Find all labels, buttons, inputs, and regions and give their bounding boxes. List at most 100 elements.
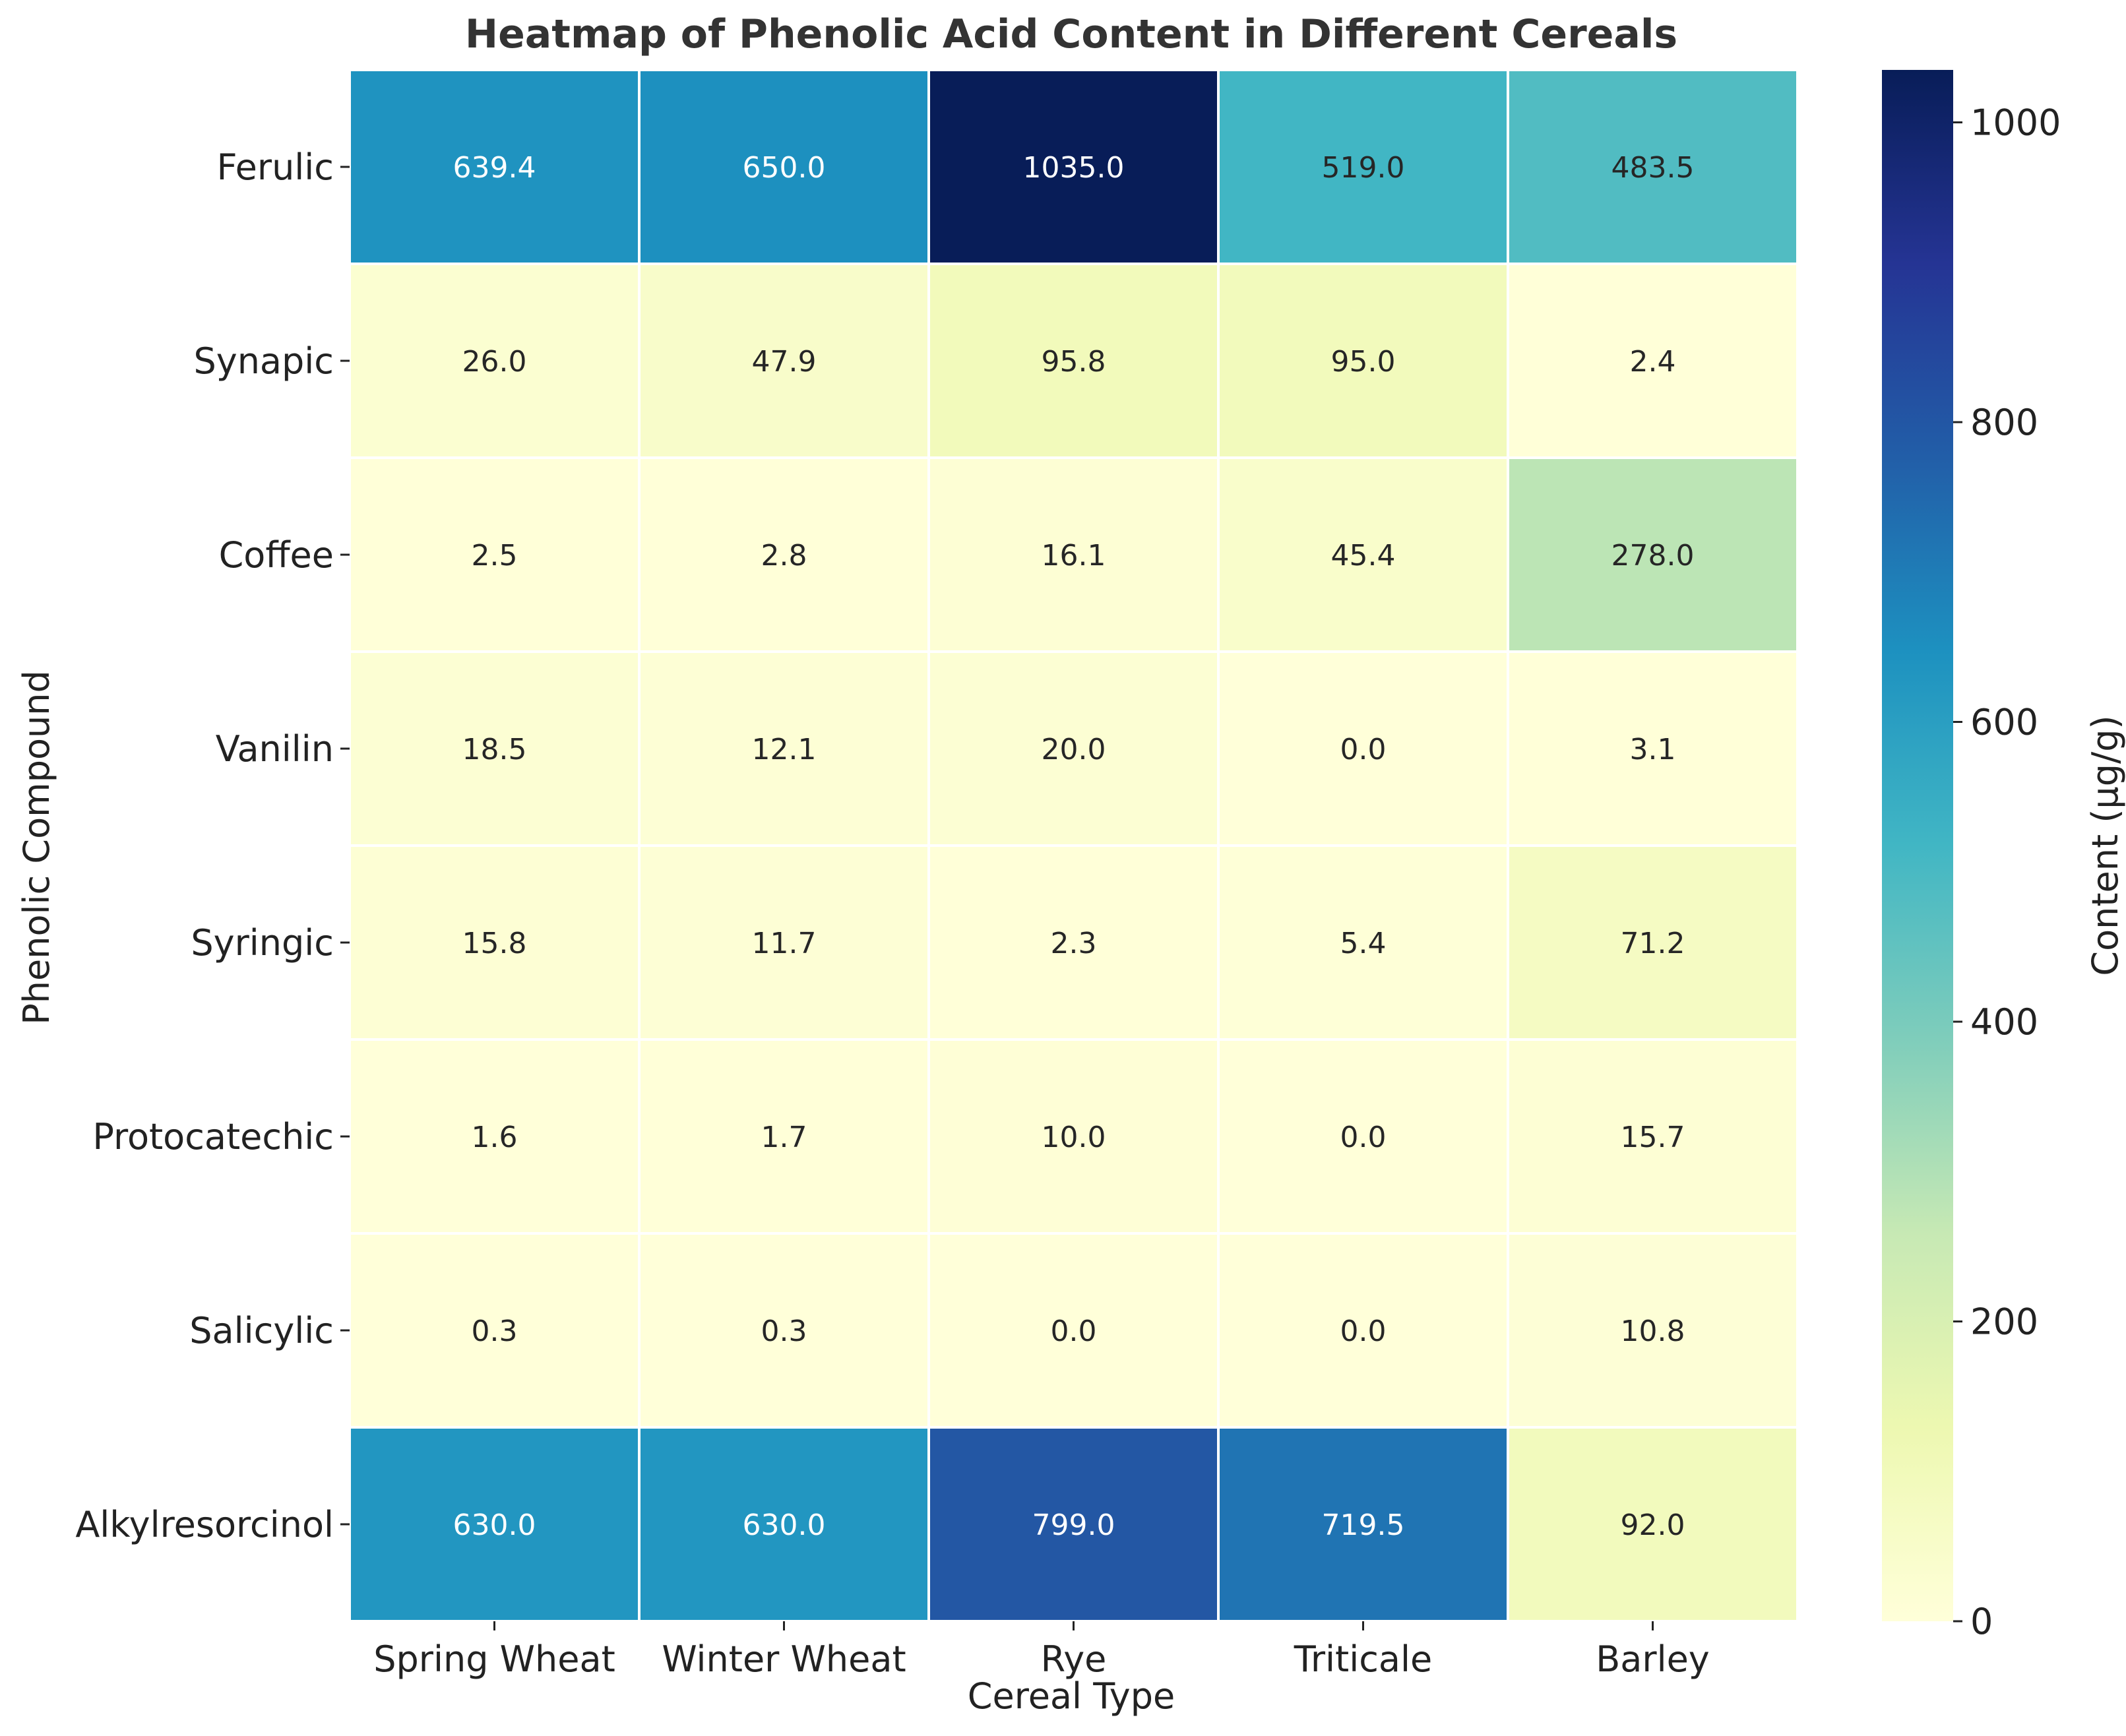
column-label-rye: Rye xyxy=(1041,1638,1107,1680)
heatmap-cell-vanilin-triticale xyxy=(1217,650,1509,847)
cell-value-label: 1035.0 xyxy=(1023,151,1125,185)
cell-value-label: 3.1 xyxy=(1630,733,1676,766)
heatmap-cell-coffee-triticale xyxy=(1217,456,1509,653)
cell-value-label: 0.3 xyxy=(472,1315,518,1348)
chart-title: Heatmap of Phenolic Acid Content in Diff… xyxy=(465,11,1677,57)
cell-value-label: 2.8 xyxy=(761,539,807,573)
colorbar: 0 200 400 600 800 1000 Content (μg/g) xyxy=(1882,70,2126,1642)
heatmap-cell-ferulic-triticale xyxy=(1217,69,1509,265)
heatmap-cell-ferulic-spring-wheat xyxy=(348,69,641,265)
cell-value-label: 10.8 xyxy=(1621,1315,1685,1348)
cell-value-label: 2.4 xyxy=(1630,345,1676,379)
column-label-winter-wheat: Winter Wheat xyxy=(662,1638,906,1680)
cell-value-label: 483.5 xyxy=(1611,151,1695,185)
heatmap-cell-synapic-barley xyxy=(1507,263,1799,459)
cell-value-label: 45.4 xyxy=(1331,539,1396,573)
heatmap-cell-ferulic-winter-wheat xyxy=(638,69,930,265)
cell-value-label: 10.0 xyxy=(1042,1121,1106,1154)
heatmap-cell-alkylresorcinol-spring-wheat xyxy=(348,1426,641,1623)
y-axis-label: Phenolic Compound xyxy=(16,670,57,1025)
row-labels: Ferulic Synapic Coffee Vanilin Syringic Proto… xyxy=(75,146,350,1545)
colorbar-tick-label: 800 xyxy=(1970,402,2038,443)
cell-value-label: 1.6 xyxy=(472,1121,518,1154)
cell-value-label: 278.0 xyxy=(1611,539,1695,573)
heatmap-cell-protocatechic-rye xyxy=(927,1038,1220,1235)
cell-value-label: 12.1 xyxy=(752,733,817,766)
cell-value-label: 639.4 xyxy=(453,151,536,185)
row-label-alkylresorcinol: Alkylresorcinol xyxy=(75,1504,334,1545)
colorbar-tick-label: 200 xyxy=(1970,1301,2038,1343)
cell-value-label: 630.0 xyxy=(453,1508,536,1542)
heatmap-cell-coffee-winter-wheat xyxy=(638,456,930,653)
cell-value-label: 0.0 xyxy=(1340,1121,1387,1154)
heatmap-cell-syringic-barley xyxy=(1507,844,1799,1041)
cell-value-label: 26.0 xyxy=(462,345,527,379)
row-label-protocatechic: Protocatechic xyxy=(92,1116,334,1158)
cell-value-label: 0.0 xyxy=(1051,1315,1097,1348)
heatmap-cell-coffee-barley xyxy=(1507,456,1799,653)
colorbar-tick-label: 1000 xyxy=(1970,102,2061,144)
heatmap-cell-coffee-rye xyxy=(927,456,1220,653)
colorbar-tick-label: 0 xyxy=(1970,1601,1993,1642)
heatmap-cell-alkylresorcinol-triticale xyxy=(1217,1426,1509,1623)
x-axis-label: Cereal Type xyxy=(968,1675,1175,1717)
cell-value-label: 95.0 xyxy=(1331,345,1396,379)
heatmap-cell-alkylresorcinol-winter-wheat xyxy=(638,1426,930,1623)
cell-value-label: 15.8 xyxy=(462,927,527,960)
heatmap-cell-synapic-rye xyxy=(927,263,1220,459)
row-label-ferulic: Ferulic xyxy=(217,146,334,188)
heatmap-cell-alkylresorcinol-rye xyxy=(927,1426,1220,1623)
heatmap-cell-protocatechic-triticale xyxy=(1217,1038,1509,1235)
column-label-barley: Barley xyxy=(1596,1638,1710,1680)
heatmap-cell-vanilin-barley xyxy=(1507,650,1799,847)
cell-value-label: 20.0 xyxy=(1042,733,1106,766)
colorbar-tick-label: 600 xyxy=(1970,702,2038,743)
cell-value-label: 2.5 xyxy=(472,539,518,573)
heatmap-cell-ferulic-rye xyxy=(927,69,1220,265)
heatmap-cell-salicylic-spring-wheat xyxy=(348,1232,641,1429)
heatmap-cell-syringic-spring-wheat xyxy=(348,844,641,1041)
heatmap-cell-syringic-winter-wheat xyxy=(638,844,930,1041)
cell-value-label: 18.5 xyxy=(462,733,527,766)
row-label-syringic: Syringic xyxy=(191,922,334,964)
cell-value-label: 2.3 xyxy=(1051,927,1097,960)
heatmap-cell-vanilin-rye xyxy=(927,650,1220,847)
heatmap-cells: 639.4 650.0 1035.0 519.0 483.5 26.0 47.9 95.8 95… xyxy=(348,69,1799,1623)
heatmap-cell-ferulic-barley xyxy=(1507,69,1799,265)
row-label-salicylic: Salicylic xyxy=(189,1310,334,1351)
heatmap-cell-protocatechic-barley xyxy=(1507,1038,1799,1235)
cell-value-label: 0.0 xyxy=(1340,733,1387,766)
cell-value-label: 71.2 xyxy=(1621,927,1685,960)
cell-value-label: 519.0 xyxy=(1322,151,1405,185)
cell-value-label: 95.8 xyxy=(1042,345,1106,379)
cell-value-label: 719.5 xyxy=(1322,1508,1405,1542)
cell-value-label: 799.0 xyxy=(1032,1508,1115,1542)
heatmap-cell-salicylic-barley xyxy=(1507,1232,1799,1429)
cell-value-label: 15.7 xyxy=(1621,1121,1685,1154)
row-label-synapic: Synapic xyxy=(193,340,334,382)
cell-value-label: 5.4 xyxy=(1340,927,1387,960)
colorbar-label: Content (μg/g) xyxy=(2084,715,2126,976)
colorbar-tick-label: 400 xyxy=(1970,1001,2038,1043)
heatmap-cell-vanilin-winter-wheat xyxy=(638,650,930,847)
cell-value-label: 0.3 xyxy=(761,1315,807,1348)
heatmap-cell-syringic-rye xyxy=(927,844,1220,1041)
cell-value-label: 1.7 xyxy=(761,1121,807,1154)
heatmap-cell-alkylresorcinol-barley xyxy=(1507,1426,1799,1623)
heatmap-cell-synapic-spring-wheat xyxy=(348,263,641,459)
cell-value-label: 47.9 xyxy=(752,345,817,379)
cell-value-label: 650.0 xyxy=(743,151,826,185)
heatmap-cell-protocatechic-winter-wheat xyxy=(638,1038,930,1235)
colorbar-gradient xyxy=(1882,70,1953,1621)
cell-value-label: 630.0 xyxy=(743,1508,826,1542)
row-label-vanilin: Vanilin xyxy=(216,728,334,770)
cell-value-label: 92.0 xyxy=(1621,1508,1685,1542)
colorbar-ticks: 0 200 400 600 800 1000 xyxy=(1953,102,2061,1642)
row-label-coffee: Coffee xyxy=(219,534,334,576)
cell-value-label: 0.0 xyxy=(1340,1315,1387,1348)
column-label-spring-wheat: Spring Wheat xyxy=(373,1638,615,1680)
column-labels: Spring Wheat Winter Wheat Rye Triticale Barl… xyxy=(373,1621,1710,1680)
column-label-triticale: Triticale xyxy=(1294,1638,1432,1680)
cell-value-label: 16.1 xyxy=(1042,539,1106,573)
